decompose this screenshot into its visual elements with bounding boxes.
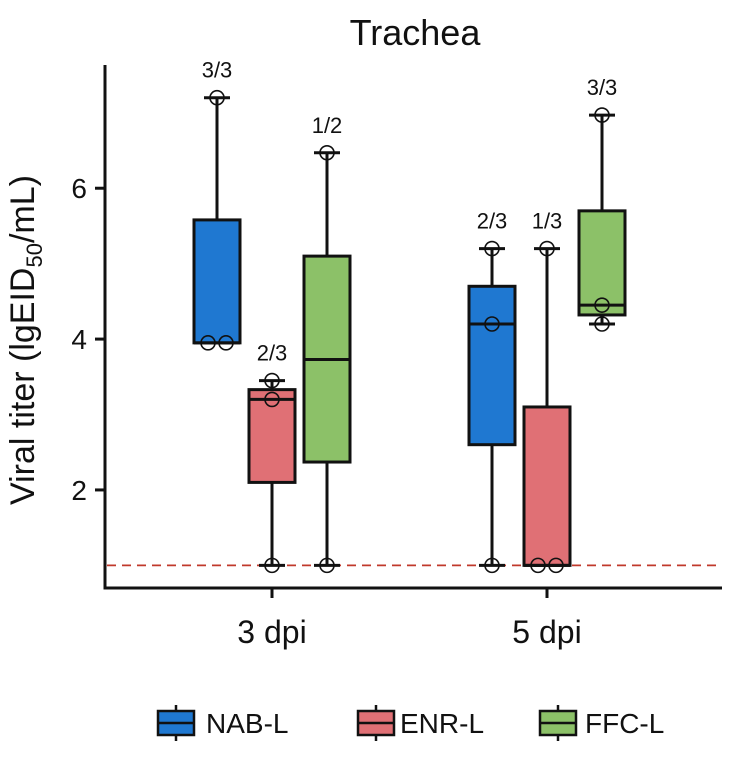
- data-point: [264, 391, 280, 408]
- box-ffc-l-3-dpi: 1/2: [302, 113, 352, 574]
- data-point: [209, 89, 225, 106]
- data-point: [218, 335, 234, 351]
- y-axis-label-subscript: 50: [22, 243, 47, 267]
- data-point: [200, 335, 216, 351]
- data-point: [594, 107, 610, 123]
- box-nab-l-3-dpi: 3/3: [192, 58, 242, 351]
- positive-fraction-label: 1/2: [312, 113, 343, 138]
- positive-fraction-label: 3/3: [202, 58, 233, 83]
- y-tick-label: 6: [71, 173, 87, 204]
- chart-title: Trachea: [350, 12, 482, 53]
- positive-fraction-label: 1/3: [532, 209, 563, 234]
- x-tick-label: 5 dpi: [512, 614, 581, 650]
- data-point: [594, 297, 610, 313]
- legend: NAB-L ENR-L FFC-L: [156, 705, 664, 741]
- legend-label: NAB-L: [206, 708, 288, 739]
- data-point: [319, 144, 335, 161]
- data-point: [530, 557, 546, 574]
- data-point: [594, 316, 610, 332]
- data-point: [539, 240, 555, 257]
- data-point: [484, 240, 500, 257]
- data-point: [484, 316, 500, 332]
- box-rect: [467, 284, 517, 447]
- box-rect: [577, 209, 627, 317]
- positive-fraction-label: 3/3: [587, 75, 618, 100]
- legend-label: ENR-L: [400, 708, 484, 739]
- box-rect: [192, 218, 242, 345]
- data-point: [484, 557, 500, 574]
- y-axis-label-main: Viral titer (lgEID: [4, 268, 42, 505]
- plot-area: 2 4 6 3 dpi 5 dpi 3/3 2/3 2/3 1/3 1/2 3/3: [71, 58, 722, 650]
- data-point: [264, 372, 280, 389]
- data-point: [319, 557, 335, 574]
- box-rect: [247, 388, 297, 484]
- data-point: [548, 557, 564, 574]
- positive-fraction-label: 2/3: [477, 209, 508, 234]
- x-tick-label: 3 dpi: [237, 614, 306, 650]
- y-axis-label: Viral titer (lgEID50/mL): [4, 175, 47, 505]
- box-rect: [522, 405, 572, 567]
- box-enr-l-3-dpi: 2/3: [247, 341, 297, 574]
- box-nab-l-5-dpi: 2/3: [467, 209, 517, 574]
- box-ffc-l-5-dpi: 3/3: [577, 75, 627, 332]
- legend-label: FFC-L: [585, 708, 664, 739]
- y-axis-label-end: /mL): [4, 175, 42, 243]
- legend-item-ffc-l: FFC-L: [538, 705, 664, 741]
- y-tick-label: 4: [71, 324, 87, 355]
- y-tick-label: 2: [71, 475, 87, 506]
- positive-fraction-label: 2/3: [257, 341, 288, 366]
- legend-item-nab-l: NAB-L: [156, 705, 288, 741]
- box-enr-l-5-dpi: 1/3: [522, 209, 572, 574]
- legend-item-enr-l: ENR-L: [356, 705, 484, 741]
- data-point: [264, 557, 280, 574]
